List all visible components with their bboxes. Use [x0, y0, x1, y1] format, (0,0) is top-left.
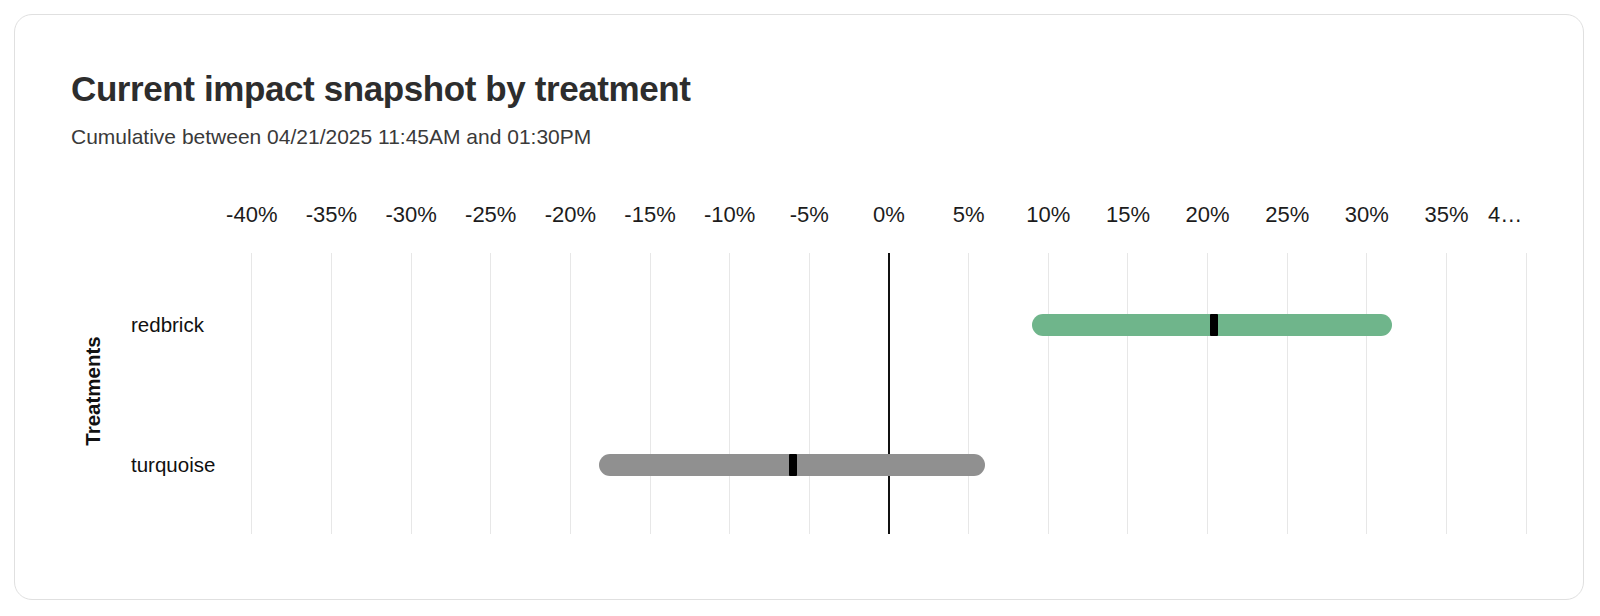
gridline	[1526, 253, 1527, 534]
category-label-turquoise: turquoise	[131, 452, 215, 478]
gridline	[809, 253, 810, 534]
gridline	[251, 253, 252, 534]
category-label-redbrick: redbrick	[131, 312, 204, 338]
gridline	[729, 253, 730, 534]
gridline	[570, 253, 571, 534]
gridline	[1127, 253, 1128, 534]
gridline	[1287, 253, 1288, 534]
point-estimate-marker-redbrick	[1210, 314, 1218, 336]
point-estimate-marker-turquoise	[789, 454, 797, 476]
gridline	[411, 253, 412, 534]
gridline	[331, 253, 332, 534]
gridline	[1048, 253, 1049, 534]
gridline	[1446, 253, 1447, 534]
gridline	[490, 253, 491, 534]
gridline	[1207, 253, 1208, 534]
page: Current impact snapshot by treatment Cum…	[0, 0, 1600, 616]
impact-chart: Treatments -40%-35%-30%-25%-20%-15%-10%-…	[0, 0, 1600, 616]
x-axis-tick-label: 4…	[1445, 201, 1565, 228]
gridline	[650, 253, 651, 534]
gridline	[1366, 253, 1367, 534]
zero-axis-line	[888, 253, 890, 534]
gridline	[968, 253, 969, 534]
y-axis-label: Treatments	[80, 291, 106, 491]
